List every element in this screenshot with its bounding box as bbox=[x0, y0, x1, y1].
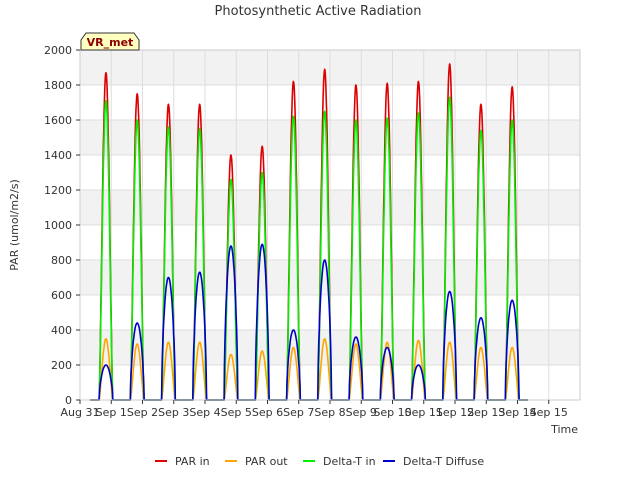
y-tick-label: 800 bbox=[51, 254, 72, 267]
legend-label: PAR out bbox=[245, 455, 288, 468]
y-tick-label: 1800 bbox=[44, 79, 72, 92]
y-tick-label: 1000 bbox=[44, 219, 72, 232]
chart-title: Photosynthetic Active Radiation bbox=[215, 4, 422, 19]
legend-label: Delta-T in bbox=[323, 455, 376, 468]
legend: PAR in PAR out Delta-T in Delta-T Diffuse bbox=[155, 455, 484, 468]
x-tick-label: Sep 4 bbox=[189, 406, 220, 419]
legend-label: PAR in bbox=[175, 455, 210, 468]
x-tick-label: Sep 12 bbox=[436, 406, 474, 419]
y-axis-label: PAR (umol/m2/s) bbox=[8, 179, 21, 271]
y-tick-label: 200 bbox=[51, 359, 72, 372]
x-tick-label: Sep 3 bbox=[158, 406, 189, 419]
x-tick-label: Aug 31 bbox=[61, 406, 100, 419]
x-tick-label: Sep 14 bbox=[498, 406, 536, 419]
y-tick-label: 2000 bbox=[44, 44, 72, 57]
x-tick-label: Sep 1 bbox=[96, 406, 127, 419]
x-tick-label: Sep 5 bbox=[221, 406, 252, 419]
legend-label: Delta-T Diffuse bbox=[403, 455, 484, 468]
x-tick-label: Sep 7 bbox=[283, 406, 314, 419]
y-tick-label: 400 bbox=[51, 324, 72, 337]
x-tick-label: Sep 8 bbox=[314, 406, 345, 419]
x-tick-label: Sep 2 bbox=[127, 406, 158, 419]
x-tick-label: Sep 6 bbox=[252, 406, 283, 419]
x-tick-label: Sep 10 bbox=[373, 406, 411, 419]
x-axis-label: Time bbox=[550, 423, 578, 436]
x-tick-label: Sep 15 bbox=[530, 406, 568, 419]
y-tick-label: 1600 bbox=[44, 114, 72, 127]
y-tick-label: 0 bbox=[65, 394, 72, 407]
x-tick-label: Sep 13 bbox=[467, 406, 505, 419]
y-tick-label: 1400 bbox=[44, 149, 72, 162]
y-tick-label: 1200 bbox=[44, 184, 72, 197]
x-tick-label: Sep 9 bbox=[346, 406, 377, 419]
site-badge: VR_met bbox=[80, 32, 140, 51]
site-badge-label: VR_met bbox=[87, 36, 134, 49]
x-tick-label: Sep 11 bbox=[405, 406, 443, 419]
site-badge-shape bbox=[80, 32, 140, 51]
y-axis-ticks: 0 200 400 600 800 1000 1200 1400 1600 1800 2000 bbox=[44, 44, 80, 407]
y-tick-label: 600 bbox=[51, 289, 72, 302]
